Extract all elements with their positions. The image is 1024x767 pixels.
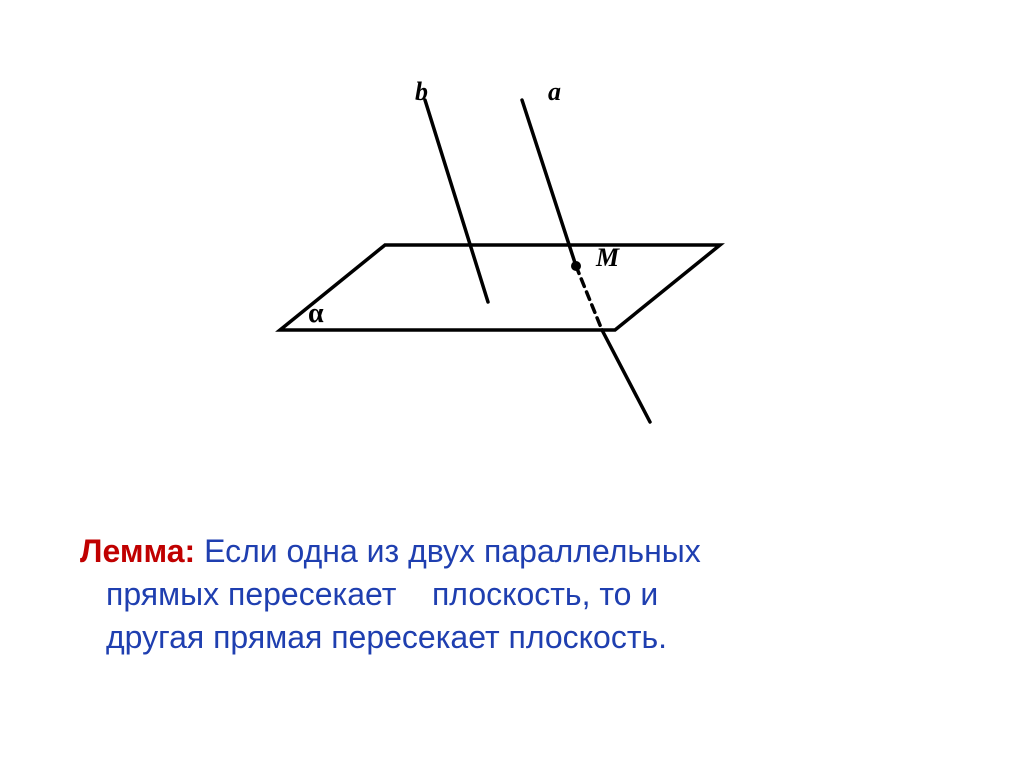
- label-b: b: [415, 77, 428, 106]
- line-b: [425, 100, 488, 302]
- lemma-line3: другая прямая пересекает плоскость.: [80, 616, 667, 659]
- geometry-diagram: b a M α: [260, 70, 760, 440]
- lemma-term: Лемма:: [80, 533, 195, 569]
- line-a-upper: [522, 100, 576, 266]
- diagram-svg: b a M α: [260, 70, 760, 440]
- point-m: [571, 261, 581, 271]
- line-a-lower: [602, 330, 650, 422]
- label-alpha: α: [308, 298, 324, 329]
- line-a-hidden: [576, 266, 602, 330]
- plane-alpha: [280, 245, 720, 330]
- lemma-line2: прямых пересекает плоскость, то и: [80, 573, 658, 616]
- lemma-line1: Если одна из двух параллельных: [195, 533, 701, 569]
- label-a: a: [548, 77, 561, 106]
- label-m: M: [595, 243, 620, 272]
- slide: b a M α Лемма: Если одна из двух паралле…: [0, 0, 1024, 767]
- lemma-caption: Лемма: Если одна из двух параллельных пр…: [80, 530, 944, 660]
